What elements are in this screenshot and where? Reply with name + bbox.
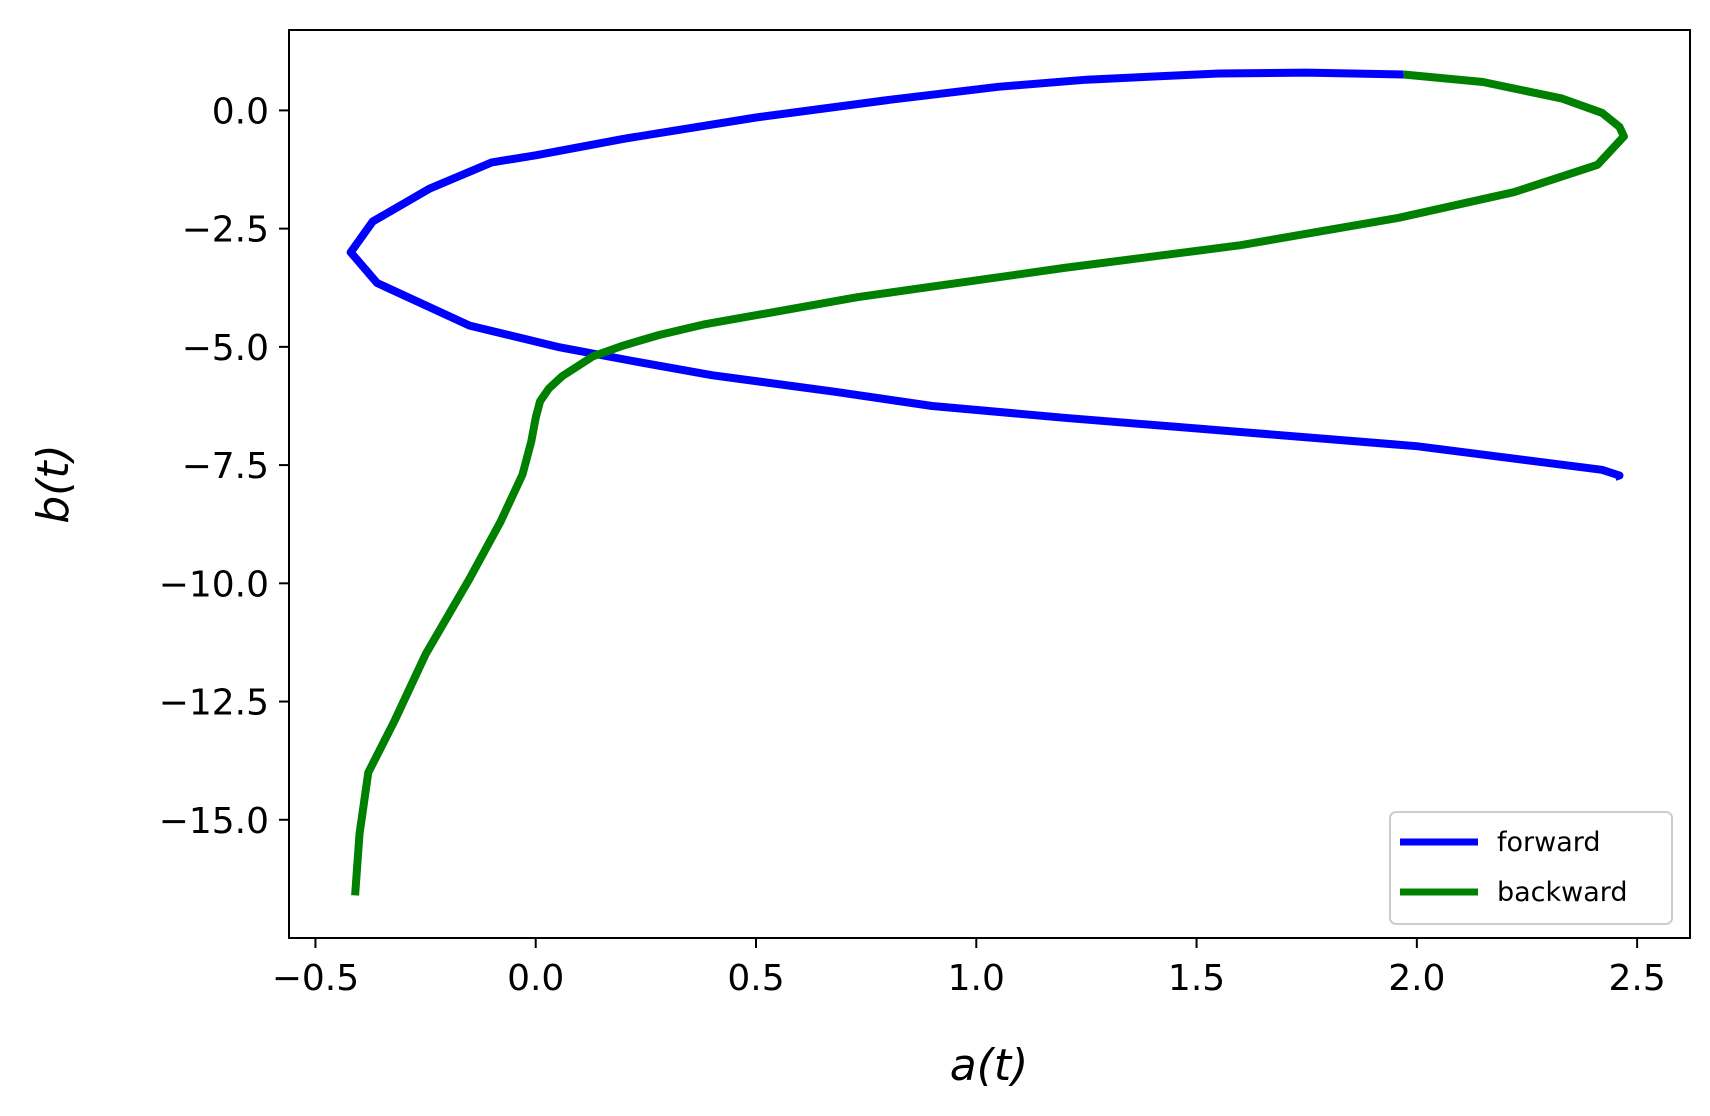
series-line-forward: [346, 68, 1624, 481]
y-axis-title: b(t): [28, 444, 79, 524]
y-tick-label: −12.5: [159, 683, 269, 724]
y-tick-label: −10.0: [159, 564, 269, 605]
x-tick-label: 0.5: [727, 958, 784, 999]
legend-label-backward: backward: [1497, 877, 1628, 908]
series-layer: [346, 68, 1628, 896]
x-tick-label: 0.0: [507, 958, 564, 999]
plot-frame: [288, 29, 1691, 939]
x-tick-label: −0.5: [272, 958, 359, 999]
y-tick-label: 0.0: [212, 91, 269, 132]
y-tick-label: −7.5: [182, 446, 269, 487]
legend-label-forward: forward: [1497, 827, 1601, 858]
series-line-backward: [351, 70, 1628, 896]
y-tick-label: −5.0: [182, 328, 269, 369]
y-tick-label: −15.0: [159, 801, 269, 842]
x-tick-label: 2.0: [1388, 958, 1445, 999]
x-tick-label: 2.5: [1608, 958, 1665, 999]
y-tick-label: −2.5: [182, 210, 269, 251]
x-axis-title: a(t): [950, 1040, 1029, 1091]
x-tick-label: 1.0: [948, 958, 1005, 999]
x-axis-ticks: −0.5 0.0 0.5 1.0 1.5 2.0 2.5: [272, 938, 1666, 999]
y-axis-ticks: 0.0 −2.5 −5.0 −7.5 −10.0 −12.5 −15.0: [159, 91, 289, 842]
legend: forward backward: [1389, 811, 1673, 925]
x-tick-label: 1.5: [1168, 958, 1225, 999]
